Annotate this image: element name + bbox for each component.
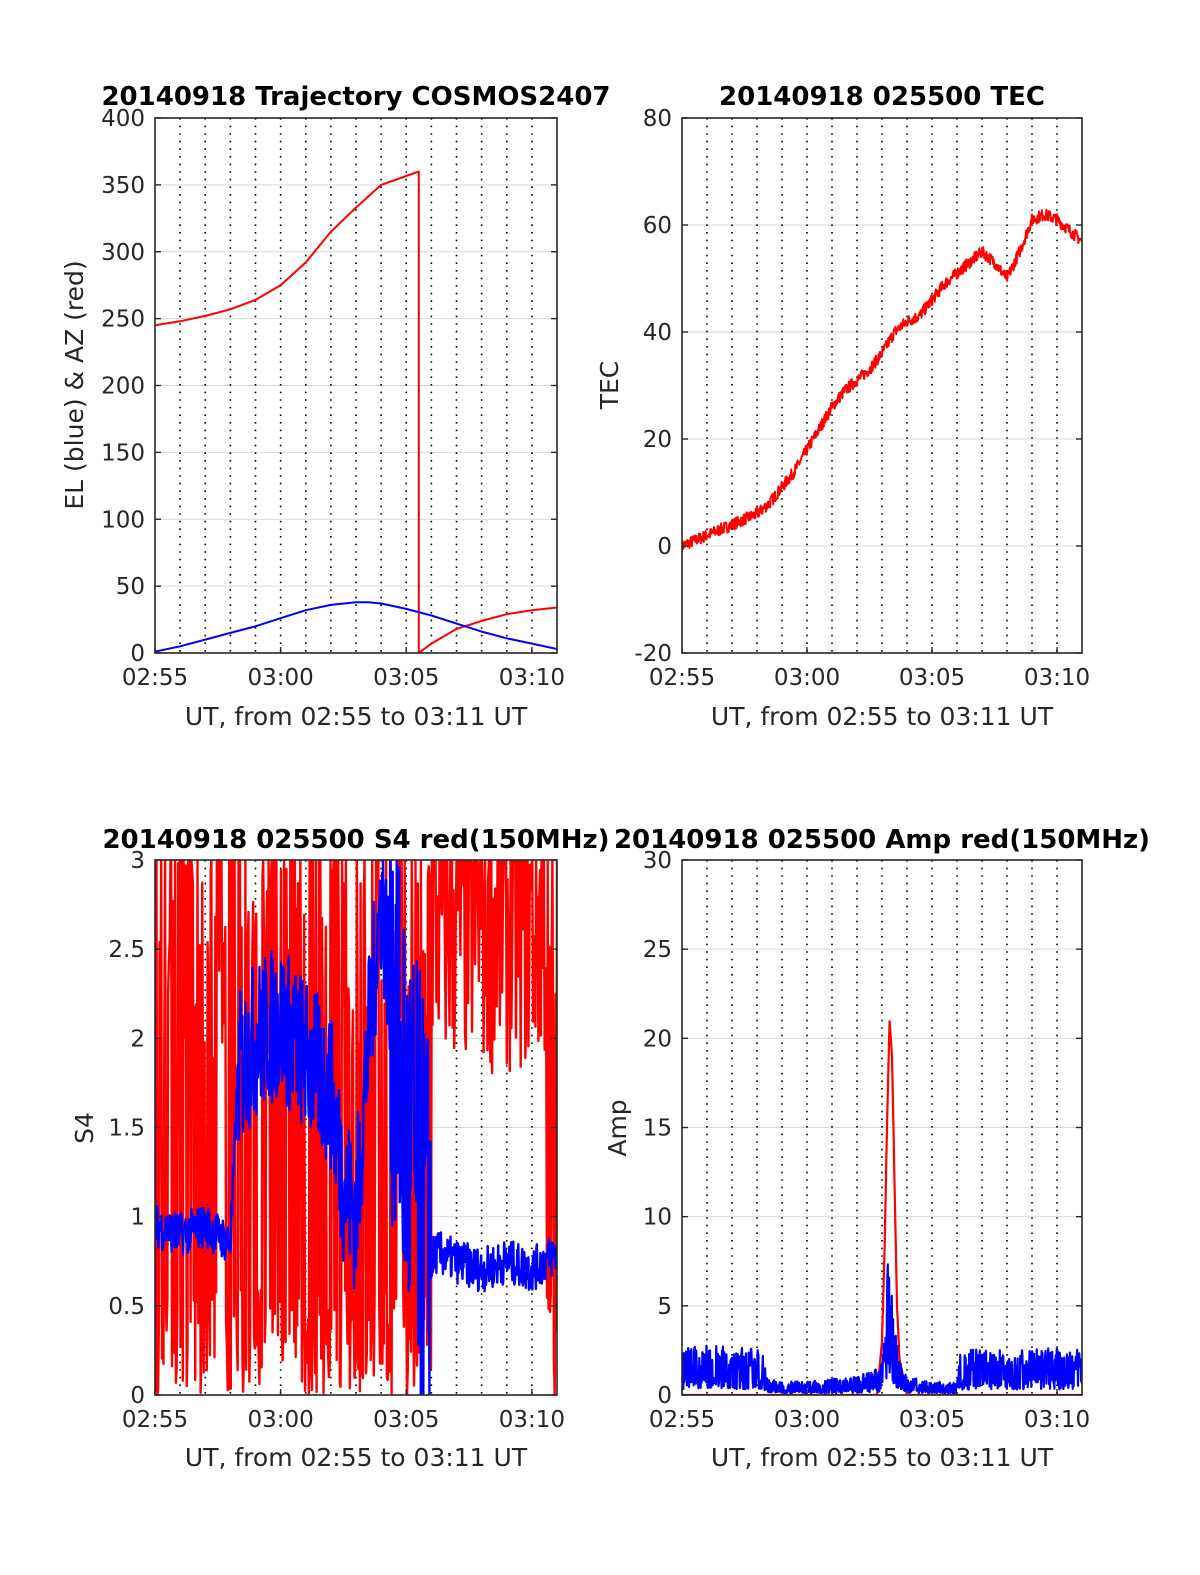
x-axis-label: UT, from 02:55 to 03:11 UT [185, 702, 528, 731]
y-tick-label: 80 [643, 106, 672, 132]
blue-series-line [155, 601, 557, 653]
plot-area [682, 208, 1082, 552]
x-tick-label: 03:00 [247, 665, 313, 691]
x-tick-label: 02:55 [649, 665, 715, 691]
chart-title: 20140918 025500 Amp red(150MHz) [614, 825, 1150, 855]
y-tick-label: 10 [643, 1205, 672, 1231]
y-tick-label: 250 [101, 307, 145, 333]
amp-chart: 20140918 025500 Amp red(150MHz) UT, from… [603, 825, 1150, 1472]
y-tick-label: 40 [643, 320, 672, 346]
y-tick-label: 20 [643, 1026, 672, 1052]
x-axis-label: UT, from 02:55 to 03:11 UT [185, 1443, 528, 1472]
y-axis-label: TEC [595, 361, 624, 411]
x-tick-label: 02:55 [122, 1407, 188, 1433]
y-tick-label: 3 [130, 848, 145, 874]
red-series-line [155, 170, 557, 653]
x-tick-label: 03:05 [373, 1407, 439, 1433]
y-tick-label: 50 [116, 574, 145, 600]
y-tick-label: 0.5 [108, 1294, 145, 1320]
y-tick-label: 0 [657, 1383, 672, 1409]
y-tick-label: 60 [643, 213, 672, 239]
y-tick-label: 2 [130, 1026, 145, 1052]
y-axis-label: EL (blue) & AZ (red) [60, 260, 89, 509]
x-tick-label: 02:55 [649, 1407, 715, 1433]
plot-area [155, 170, 557, 653]
red-series-line [682, 1020, 1082, 1395]
chart-title: 20140918 Trajectory COSMOS2407 [101, 82, 610, 112]
y-tick-label: 0 [130, 1383, 145, 1409]
y-tick-label: -20 [634, 641, 672, 667]
x-tick-label: 03:10 [499, 1407, 565, 1433]
y-axis-label: Amp [603, 1099, 632, 1156]
x-tick-label: 02:55 [122, 665, 188, 691]
y-tick-label: 200 [101, 374, 145, 400]
x-tick-label: 03:00 [774, 1407, 840, 1433]
red-series-line [682, 208, 1082, 552]
x-tick-label: 03:05 [373, 665, 439, 691]
trajectory-chart: 20140918 Trajectory COSMOS2407 UT, from … [60, 82, 611, 731]
x-axis-label: UT, from 02:55 to 03:11 UT [711, 1443, 1054, 1472]
y-tick-label: 300 [101, 240, 145, 266]
x-tick-label: 03:00 [247, 1407, 313, 1433]
y-tick-label: 0 [657, 534, 672, 560]
y-tick-label: 5 [657, 1294, 672, 1320]
y-tick-label: 15 [643, 1116, 672, 1142]
x-tick-label: 03:10 [1024, 1407, 1090, 1433]
axes-box [681, 117, 1083, 654]
plot-area [682, 1020, 1082, 1395]
y-axis-label: S4 [70, 1112, 99, 1144]
y-tick-label: 25 [643, 937, 672, 963]
y-tick-label: 350 [101, 173, 145, 199]
chart-title: 20140918 025500 S4 red(150MHz) [102, 825, 609, 855]
blue-series-line [682, 1263, 1082, 1395]
y-tick-label: 0 [130, 641, 145, 667]
y-tick-label: 20 [643, 427, 672, 453]
y-tick-label: 100 [101, 507, 145, 533]
red-series-line [155, 860, 557, 1395]
y-tick-label: 400 [101, 106, 145, 132]
y-tick-label: 30 [643, 848, 672, 874]
y-tick-label: 2.5 [108, 937, 145, 963]
s4-chart: 20140918 025500 S4 red(150MHz) UT, from … [70, 825, 610, 1472]
x-tick-label: 03:00 [774, 665, 840, 691]
x-tick-label: 03:05 [899, 1407, 965, 1433]
blue-series-line [155, 860, 557, 1395]
y-tick-label: 1.5 [108, 1116, 145, 1142]
x-axis-label: UT, from 02:55 to 03:11 UT [711, 702, 1054, 731]
x-tick-label: 03:10 [1024, 665, 1090, 691]
tec-chart: 20140918 025500 TEC UT, from 02:55 to 03… [595, 82, 1090, 731]
chart-title: 20140918 025500 TEC [719, 82, 1045, 112]
x-tick-label: 03:05 [899, 665, 965, 691]
y-tick-label: 150 [101, 440, 145, 466]
x-tick-label: 03:10 [499, 665, 565, 691]
y-tick-label: 1 [130, 1205, 145, 1231]
plot-area [155, 860, 557, 1395]
